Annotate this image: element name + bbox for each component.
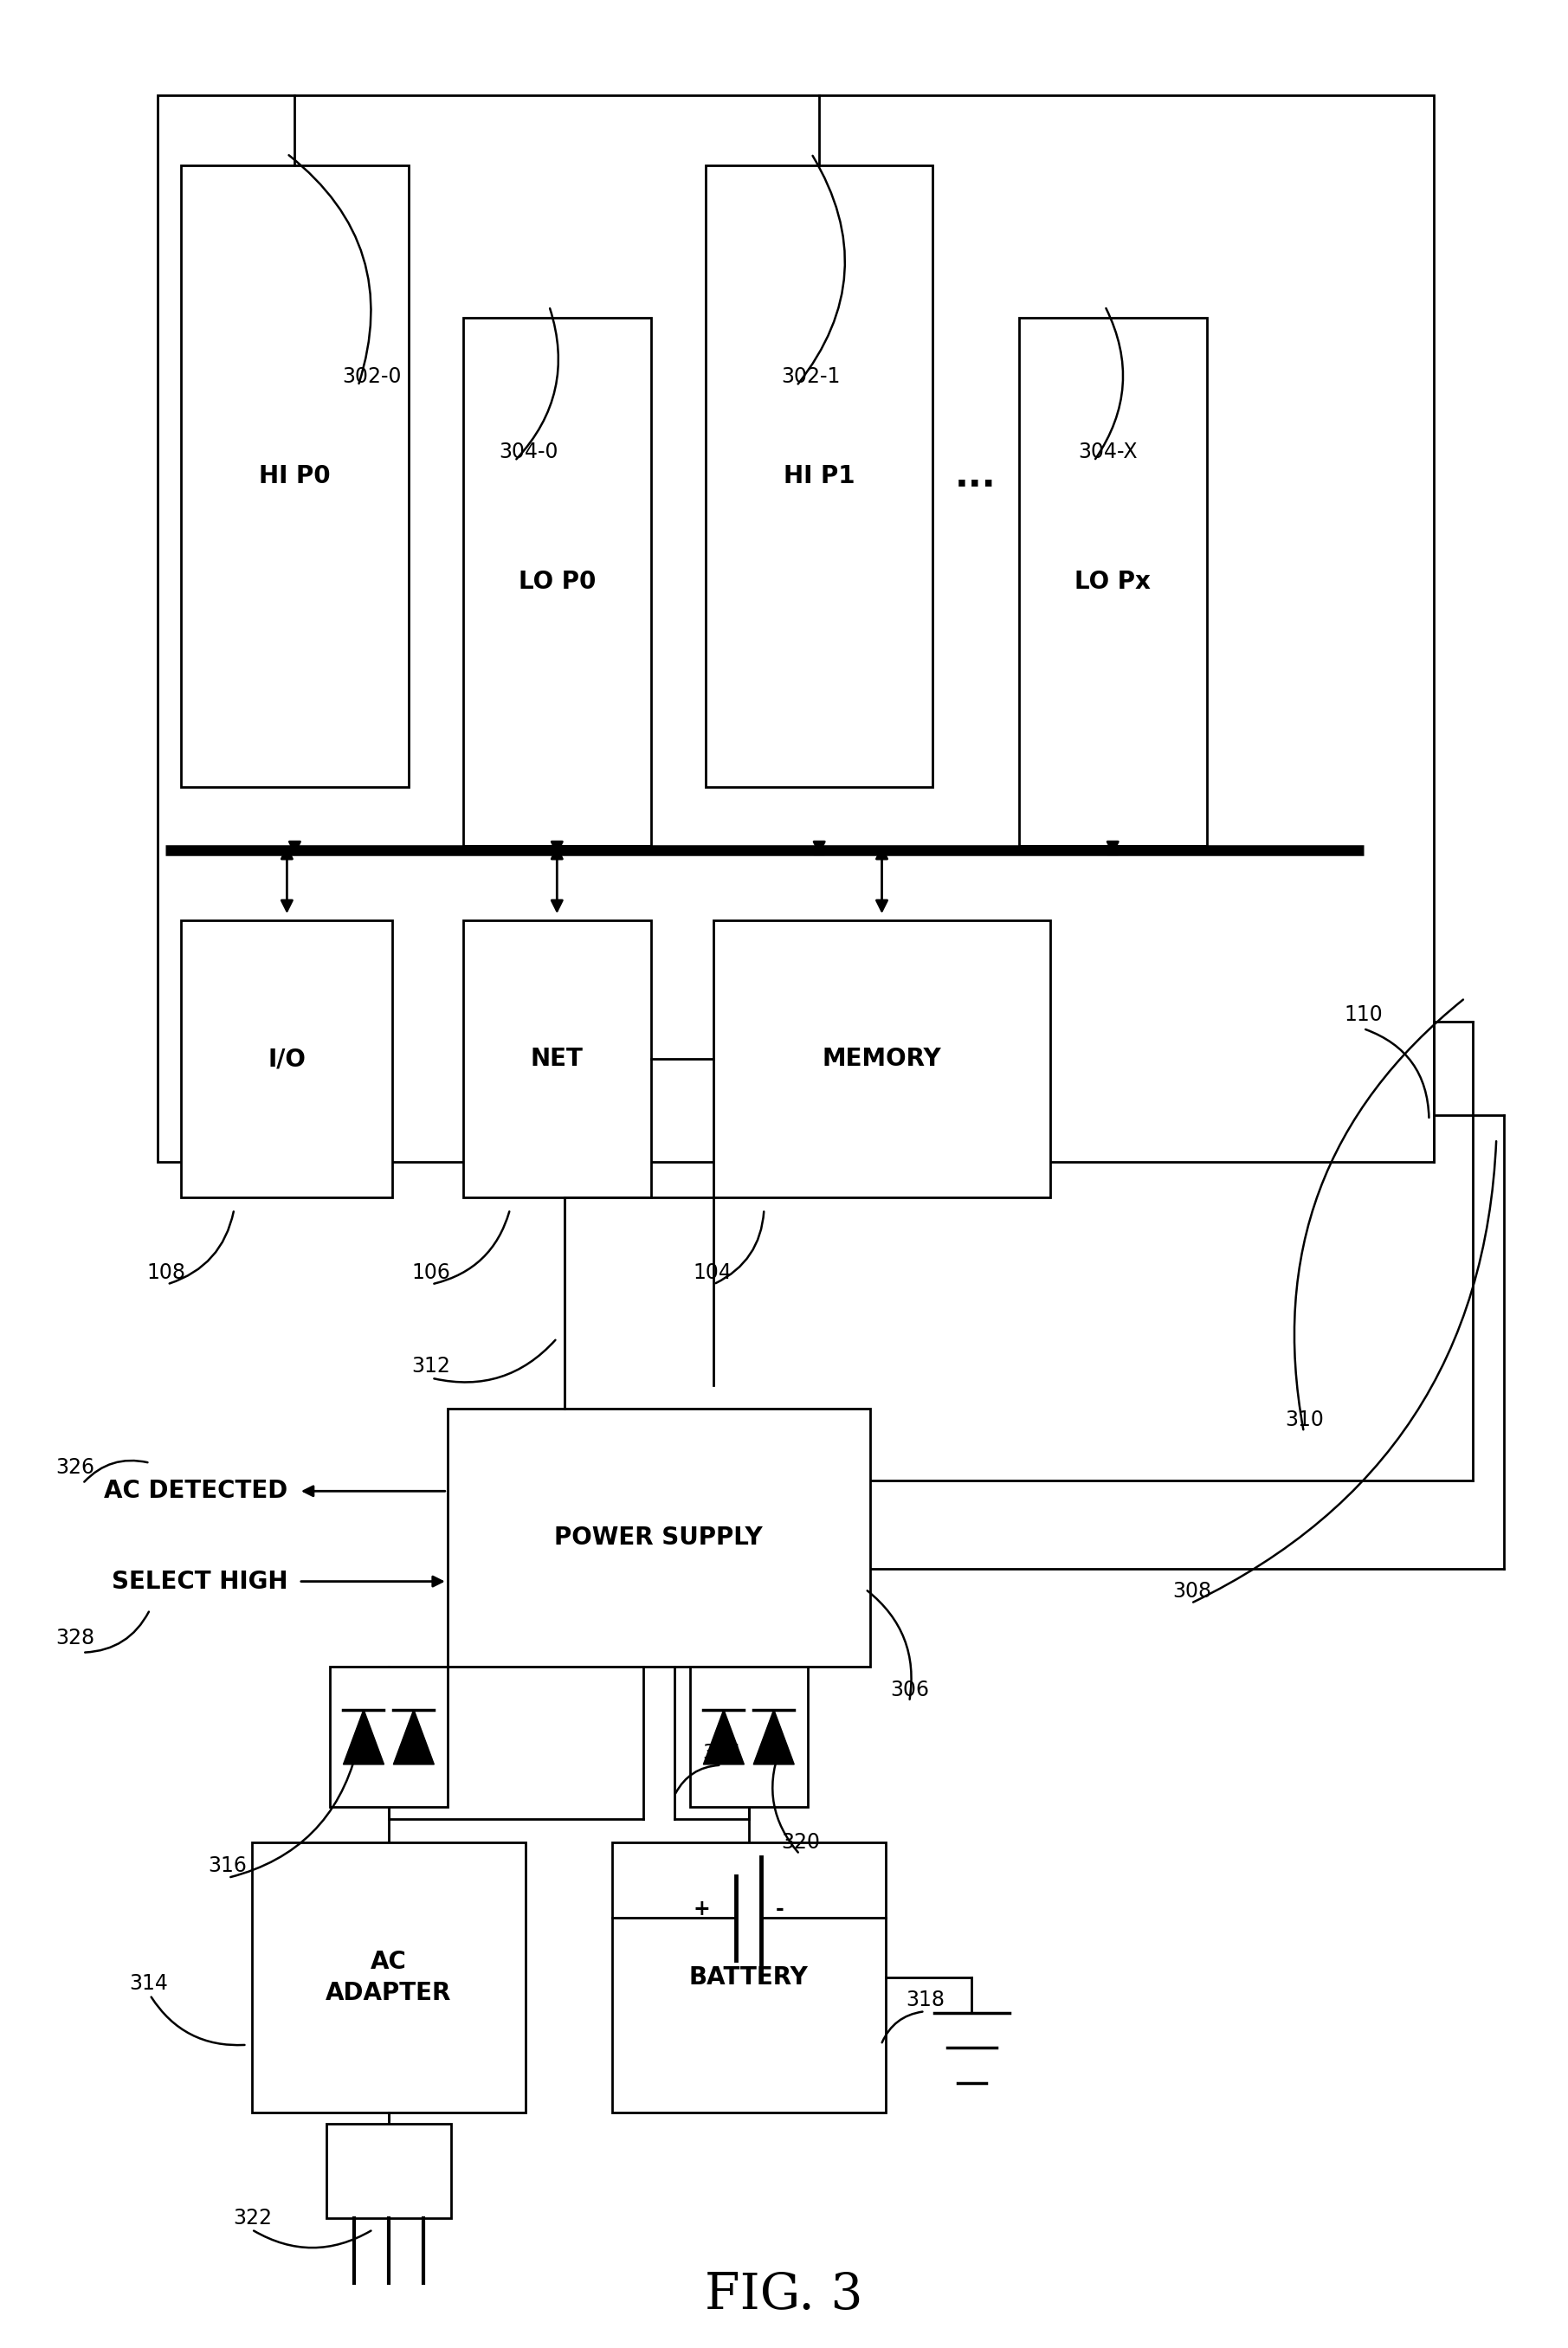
Text: 302-1: 302-1 bbox=[781, 366, 840, 387]
Bar bbox=[182, 164, 408, 787]
Polygon shape bbox=[394, 1709, 434, 1763]
Text: LO P0: LO P0 bbox=[519, 571, 596, 594]
Bar bbox=[690, 1667, 808, 1808]
Bar bbox=[326, 2125, 452, 2219]
Text: MEMORY: MEMORY bbox=[822, 1047, 941, 1071]
Text: 304-X: 304-X bbox=[1079, 441, 1138, 463]
Text: 326: 326 bbox=[56, 1456, 96, 1477]
Text: 312: 312 bbox=[411, 1355, 450, 1376]
Text: 302-0: 302-0 bbox=[342, 366, 401, 387]
Text: LO Px: LO Px bbox=[1074, 571, 1151, 594]
Text: 320: 320 bbox=[781, 1831, 820, 1853]
Text: NET: NET bbox=[530, 1047, 583, 1071]
Polygon shape bbox=[754, 1709, 793, 1763]
Text: 316: 316 bbox=[209, 1855, 246, 1876]
Text: 306: 306 bbox=[891, 1679, 930, 1700]
Text: SELECT HIGH: SELECT HIGH bbox=[111, 1568, 287, 1594]
Bar bbox=[182, 920, 392, 1197]
Text: BATTERY: BATTERY bbox=[688, 1965, 809, 1989]
Polygon shape bbox=[704, 1709, 745, 1763]
Text: ...: ... bbox=[955, 458, 996, 495]
Bar bbox=[463, 317, 651, 845]
Bar bbox=[158, 94, 1433, 1162]
Polygon shape bbox=[343, 1709, 384, 1763]
Text: HI P1: HI P1 bbox=[784, 465, 855, 488]
Text: 328: 328 bbox=[56, 1627, 96, 1648]
Text: 104: 104 bbox=[693, 1263, 732, 1282]
Text: 110: 110 bbox=[1344, 1005, 1383, 1024]
Text: 108: 108 bbox=[147, 1263, 185, 1282]
Text: 322: 322 bbox=[234, 2207, 271, 2228]
Text: I/O: I/O bbox=[268, 1047, 306, 1071]
Text: 314: 314 bbox=[130, 1972, 168, 1993]
Bar bbox=[706, 164, 933, 787]
Text: -: - bbox=[776, 1897, 784, 1918]
Text: AC
ADAPTER: AC ADAPTER bbox=[326, 1949, 452, 2005]
Text: +: + bbox=[693, 1897, 710, 1918]
Text: AC DETECTED: AC DETECTED bbox=[103, 1479, 287, 1503]
Bar bbox=[1019, 317, 1207, 845]
Text: 304-0: 304-0 bbox=[499, 441, 558, 463]
Bar bbox=[447, 1409, 870, 1667]
Text: FIG. 3: FIG. 3 bbox=[706, 2271, 862, 2320]
Text: 310: 310 bbox=[1286, 1409, 1323, 1430]
Text: 324: 324 bbox=[702, 1742, 742, 1763]
Bar bbox=[252, 1843, 525, 2113]
Text: 308: 308 bbox=[1173, 1580, 1212, 1601]
Text: 106: 106 bbox=[411, 1263, 450, 1282]
Bar bbox=[713, 920, 1051, 1197]
Text: HI P0: HI P0 bbox=[259, 465, 331, 488]
Bar bbox=[463, 920, 651, 1197]
Bar bbox=[329, 1667, 447, 1808]
Bar bbox=[612, 1843, 886, 2113]
Text: 318: 318 bbox=[906, 1989, 946, 2010]
Text: POWER SUPPLY: POWER SUPPLY bbox=[555, 1526, 764, 1550]
